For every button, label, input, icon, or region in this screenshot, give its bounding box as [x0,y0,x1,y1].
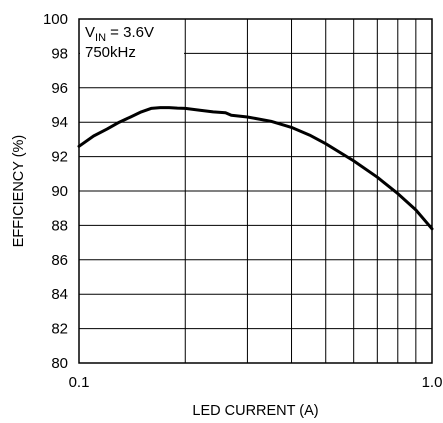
annotation-background [80,20,184,64]
x-tick-labels: 0.1 1.0 [69,374,443,391]
y-tick-label: 96 [51,80,68,97]
grid [78,18,433,364]
frequency-annotation: 750kHz [85,44,136,61]
y-tick-label: 90 [51,183,68,200]
x-axis-label: LED CURRENT (A) [192,403,318,419]
x-tick-label: 1.0 [422,374,443,391]
y-tick-label: 86 [51,252,68,269]
y-tick-label: 92 [51,149,68,166]
series-group [77,106,434,231]
y-tick-label: 88 [51,217,68,234]
efficiency-curve [77,106,434,231]
plot-frame [78,18,433,364]
vin-annotation: VIN = 3.6V [85,24,154,44]
y-tick-label: 94 [51,114,68,131]
y-tick-labels: 80 82 84 86 88 90 92 94 96 98 100 [43,11,68,372]
y-tick-label: 80 [51,355,68,372]
y-tick-label: 82 [51,321,68,338]
y-tick-label: 98 [51,45,68,62]
y-tick-label: 84 [51,286,68,303]
x-tick-label: 0.1 [69,374,90,391]
y-tick-label: 100 [43,11,68,28]
y-axis-label: EFFICIENCY (%) [11,135,27,248]
